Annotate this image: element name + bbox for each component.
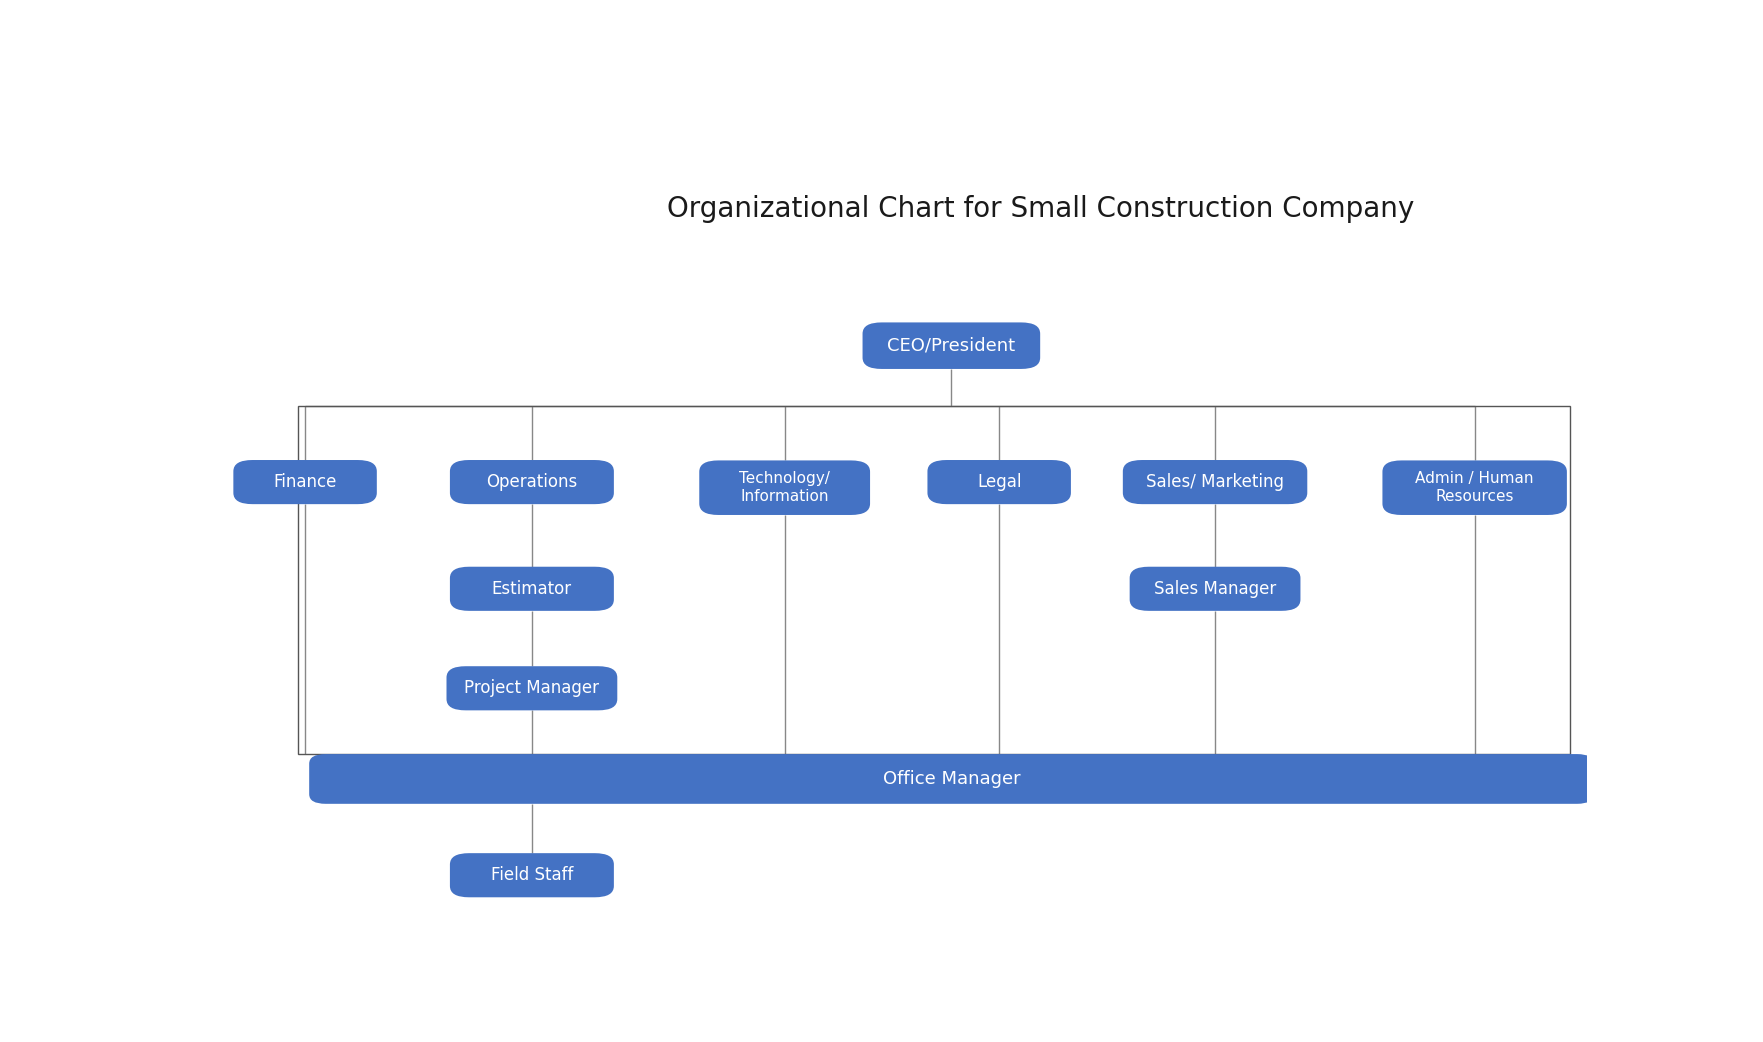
Text: Project Manager: Project Manager bbox=[464, 679, 599, 697]
Bar bbox=[298, 405, 1571, 754]
Text: Operations: Operations bbox=[487, 473, 578, 491]
Text: Estimator: Estimator bbox=[492, 579, 571, 598]
FancyBboxPatch shape bbox=[309, 754, 1594, 803]
Text: CEO/President: CEO/President bbox=[887, 337, 1015, 354]
Text: Sales/ Marketing: Sales/ Marketing bbox=[1146, 473, 1283, 491]
Text: Admin / Human
Resources: Admin / Human Resources bbox=[1416, 471, 1534, 504]
FancyBboxPatch shape bbox=[450, 567, 614, 611]
Text: Office Manager: Office Manager bbox=[883, 770, 1021, 788]
FancyBboxPatch shape bbox=[1130, 567, 1301, 611]
Text: Finance: Finance bbox=[273, 473, 337, 491]
FancyBboxPatch shape bbox=[927, 460, 1070, 504]
Text: Field Staff: Field Staff bbox=[490, 866, 573, 885]
FancyBboxPatch shape bbox=[450, 853, 614, 897]
FancyBboxPatch shape bbox=[233, 460, 377, 504]
FancyBboxPatch shape bbox=[450, 460, 614, 504]
Text: Technology/
Information: Technology/ Information bbox=[739, 471, 830, 504]
Text: Legal: Legal bbox=[977, 473, 1021, 491]
FancyBboxPatch shape bbox=[1382, 461, 1567, 515]
FancyBboxPatch shape bbox=[700, 461, 871, 515]
Text: Sales Manager: Sales Manager bbox=[1155, 579, 1276, 598]
FancyBboxPatch shape bbox=[1123, 460, 1308, 504]
FancyBboxPatch shape bbox=[446, 666, 617, 711]
Text: Organizational Chart for Small Construction Company: Organizational Chart for Small Construct… bbox=[666, 195, 1414, 223]
FancyBboxPatch shape bbox=[862, 322, 1040, 369]
